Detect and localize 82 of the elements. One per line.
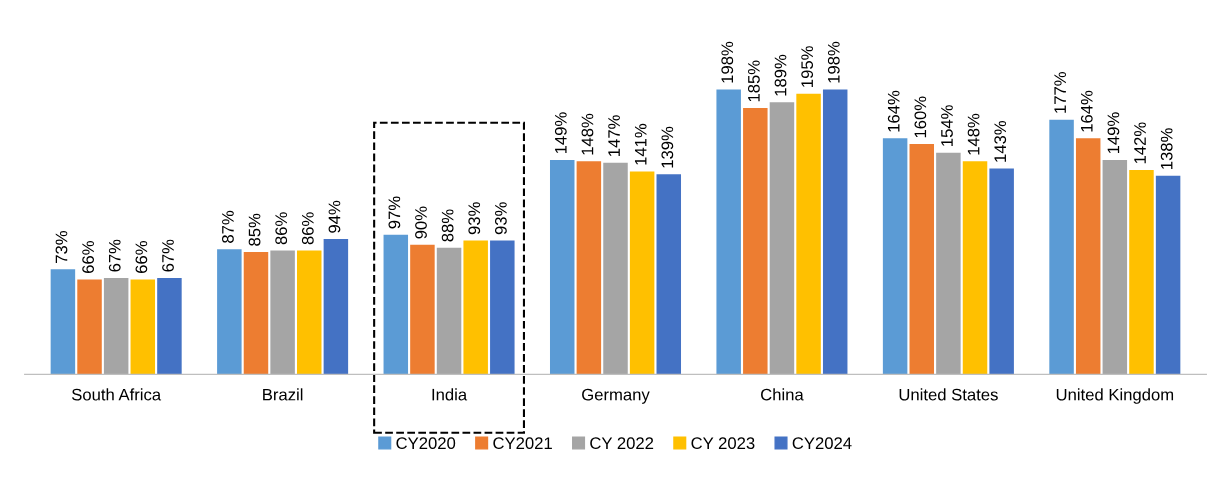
data-label: 142%: [1134, 122, 1146, 164]
x-tick-label: China: [761, 388, 804, 401]
data-label: 143%: [994, 120, 1007, 162]
legend-label: CY2020: [396, 437, 456, 450]
bar: [383, 234, 409, 375]
bar: [50, 269, 76, 375]
data-label: 139%: [661, 126, 674, 168]
bar: [909, 144, 935, 375]
bar: [822, 89, 848, 375]
bar: [1049, 119, 1074, 375]
x-tick-label: South Africa: [71, 388, 162, 401]
bar: [603, 162, 628, 375]
data-label: 97%: [388, 196, 401, 229]
x-tick-label: India: [432, 388, 468, 401]
bar: [490, 240, 515, 375]
bar: [103, 277, 129, 375]
bar: [77, 279, 102, 375]
data-label: 149%: [554, 112, 567, 154]
data-label: 141%: [634, 123, 647, 165]
data-label: 148%: [967, 113, 980, 155]
x-tick-label: Germany: [582, 388, 650, 404]
data-label: 195%: [801, 46, 814, 87]
data-label: 93%: [494, 202, 507, 235]
data-label: 87%: [222, 210, 234, 243]
bar: [1102, 159, 1128, 375]
data-label: 66%: [82, 241, 95, 273]
bar: [1129, 170, 1154, 375]
bar: [629, 171, 655, 375]
bar: [716, 89, 741, 375]
legend-label: CY 2022: [590, 437, 654, 450]
bar: [882, 138, 908, 375]
data-label: 160%: [914, 96, 927, 138]
data-label: 88%: [441, 209, 454, 242]
data-label: 177%: [1054, 72, 1066, 113]
bar: [1155, 175, 1181, 375]
bar: [936, 152, 961, 375]
x-tick-label: United Kingdom: [1056, 388, 1174, 404]
data-label: 66%: [135, 241, 148, 273]
bar: [1075, 138, 1101, 375]
data-label: 90%: [415, 206, 427, 239]
data-label: 94%: [328, 200, 341, 233]
data-label: 67%: [108, 239, 121, 272]
data-label: 149%: [1107, 112, 1120, 154]
data-label: 85%: [248, 213, 261, 246]
data-label: 164%: [1080, 90, 1093, 132]
data-label: 198%: [721, 41, 734, 83]
data-label: 86%: [301, 212, 314, 245]
legend-label: CY 2023: [691, 437, 755, 450]
data-label: 67%: [162, 239, 174, 272]
bar: [962, 161, 988, 375]
bar: [243, 252, 269, 375]
data-label: 138%: [1160, 128, 1173, 169]
bar: [296, 250, 322, 375]
bar: [656, 174, 682, 375]
bar: [576, 161, 602, 375]
bar: [436, 247, 462, 375]
bar: [410, 244, 435, 375]
x-tick-label: Brazil: [263, 388, 303, 401]
data-label: 164%: [887, 90, 900, 132]
legend-label: CY2024: [792, 437, 852, 450]
data-label: 189%: [774, 54, 787, 96]
data-label: 148%: [581, 113, 594, 155]
bar: [989, 168, 1014, 375]
data-label: 147%: [608, 115, 620, 156]
bar: [549, 159, 575, 375]
x-tick-label: United States: [899, 388, 998, 401]
bar: [769, 102, 795, 375]
legend-label: CY2021: [493, 437, 552, 450]
data-label: 154%: [941, 105, 953, 146]
bar: [270, 250, 295, 375]
data-label: 198%: [827, 41, 840, 83]
bar: [130, 279, 156, 375]
data-label: 86%: [275, 212, 288, 245]
bar: [796, 93, 821, 375]
data-label: 185%: [747, 60, 760, 102]
data-label: 93%: [468, 202, 481, 235]
bar: [323, 239, 349, 375]
bar: [157, 277, 182, 375]
bar: [743, 108, 768, 375]
bar: [463, 240, 488, 375]
bar: [217, 249, 242, 375]
data-label: 73%: [55, 231, 68, 263]
